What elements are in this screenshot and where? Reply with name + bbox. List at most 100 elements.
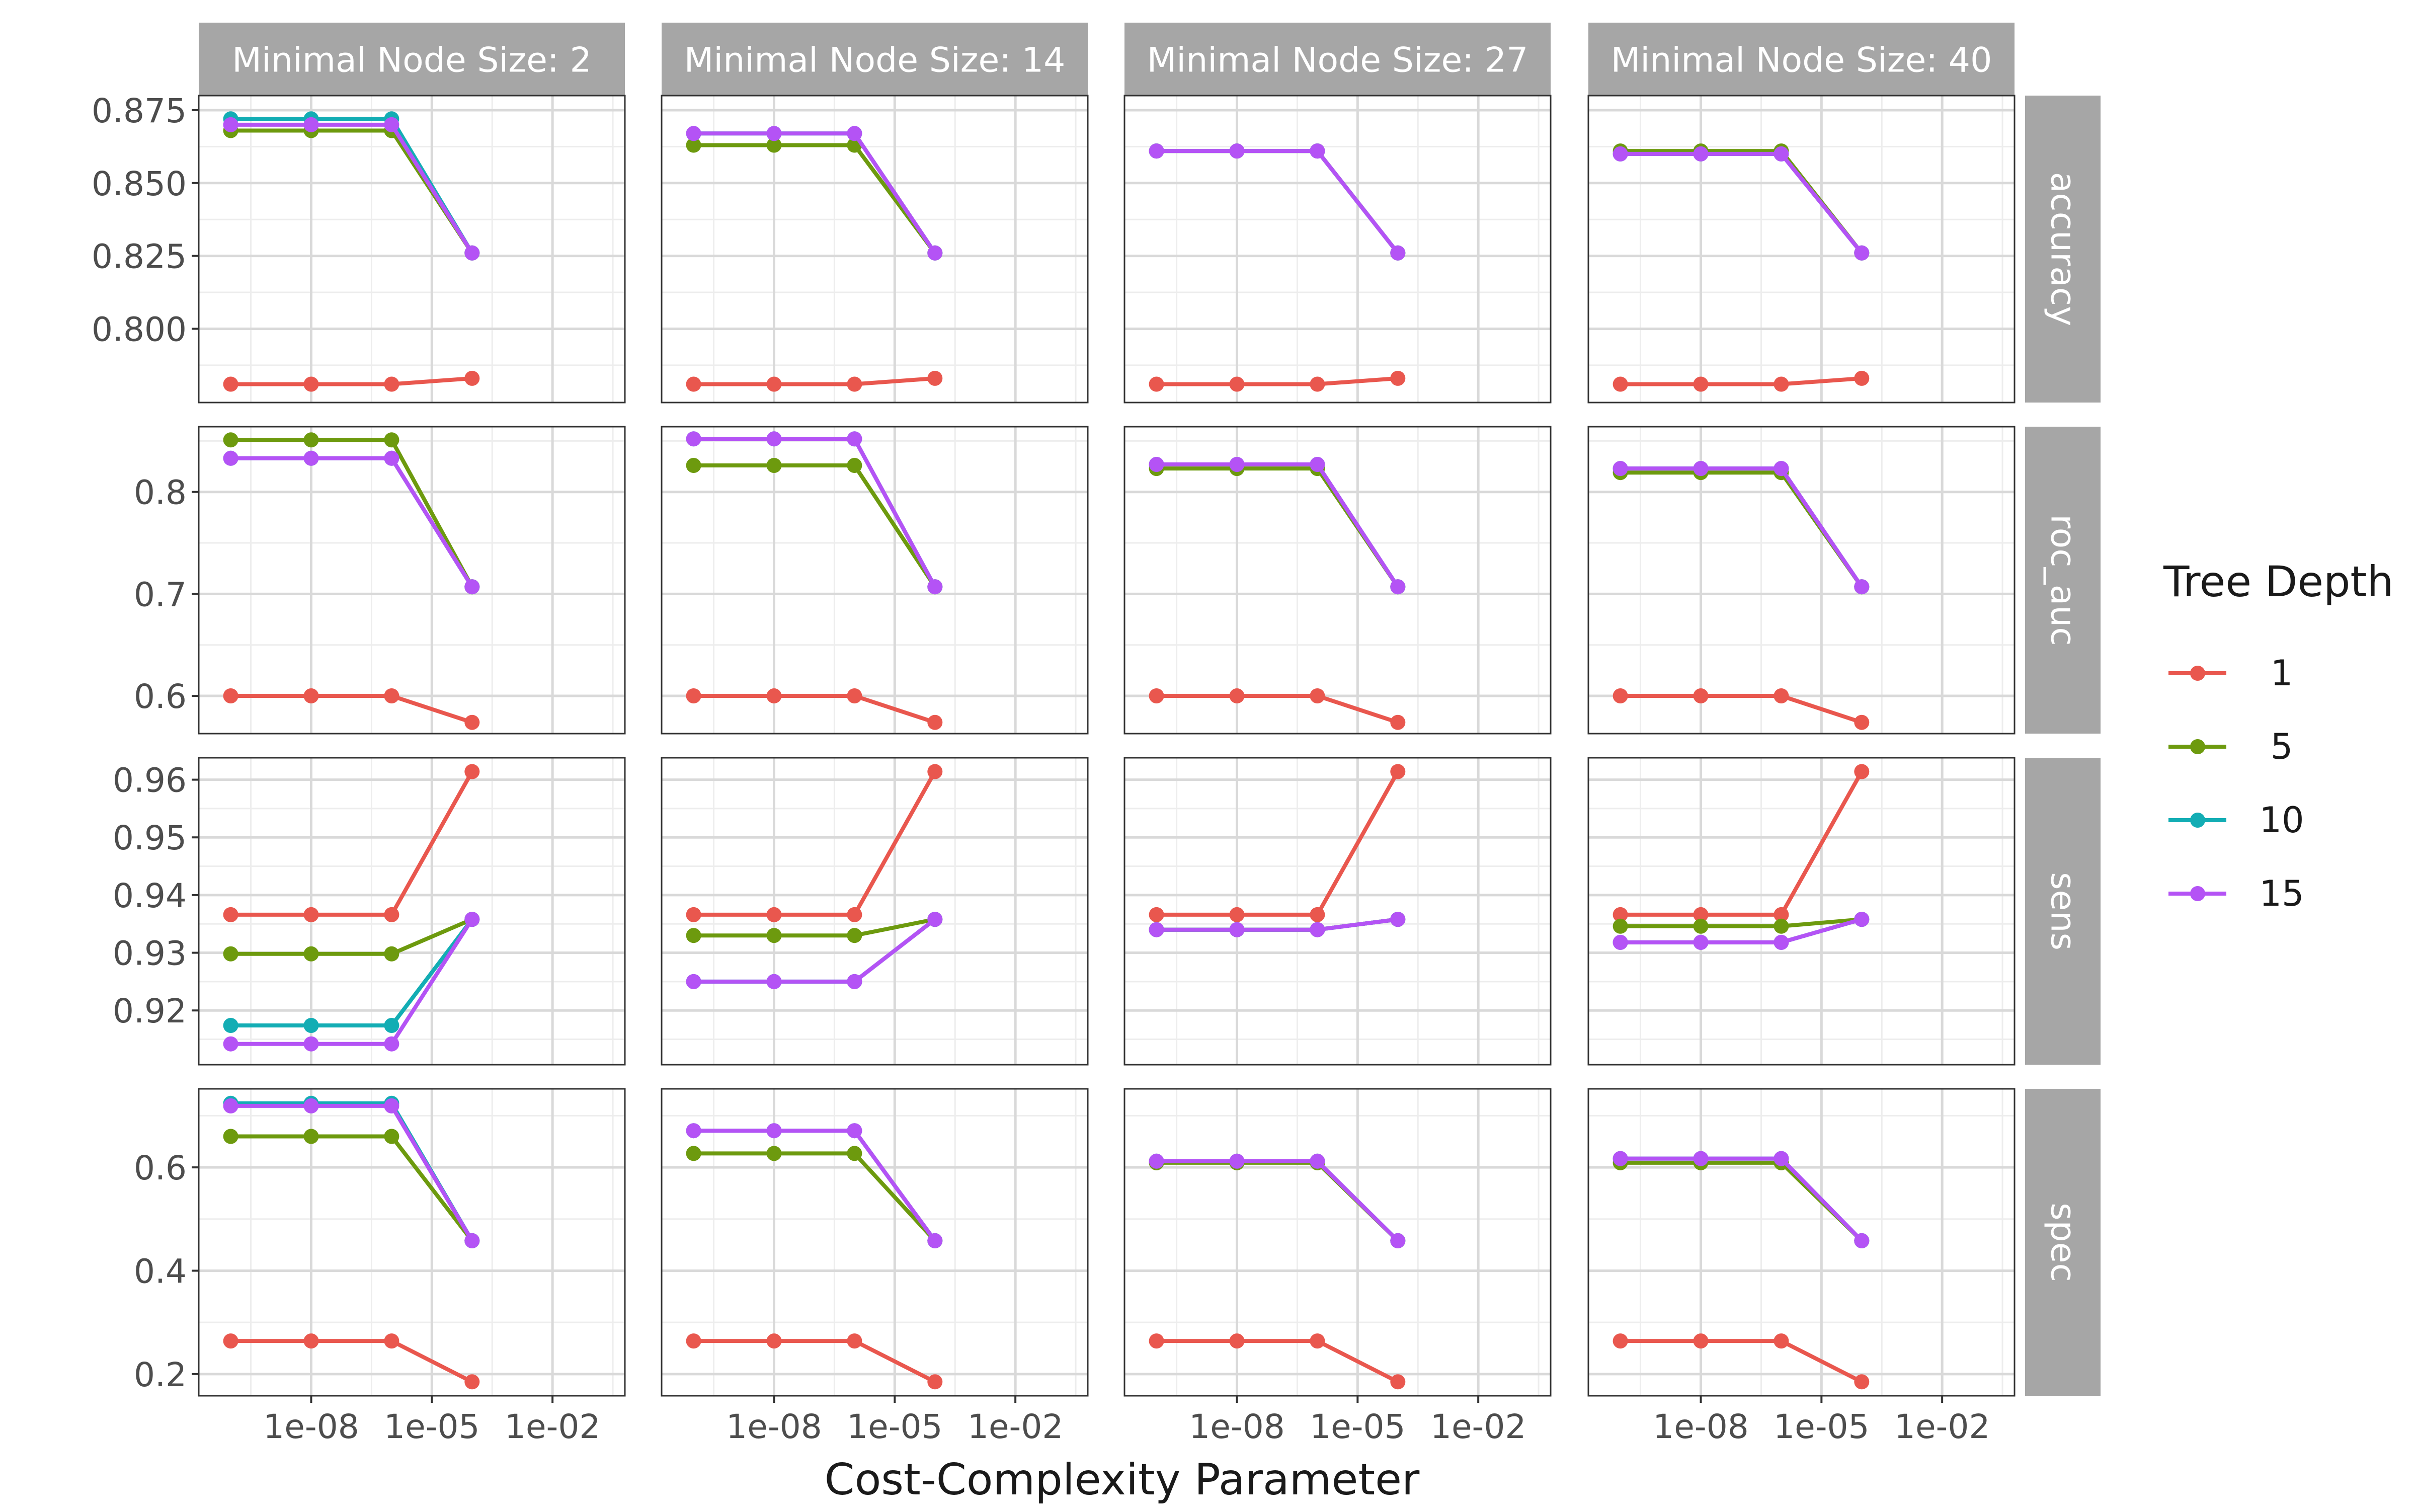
panel-sens-col-3 <box>1124 758 1551 1065</box>
data-point-depth-15 <box>1149 922 1164 937</box>
data-point-depth-5 <box>767 928 782 943</box>
data-point-depth-15 <box>1854 1233 1869 1248</box>
data-point-depth-1 <box>304 907 319 922</box>
data-point-depth-1 <box>464 715 479 730</box>
data-point-depth-1 <box>304 377 319 392</box>
data-point-depth-1 <box>1230 377 1245 392</box>
data-point-depth-1 <box>847 377 862 392</box>
data-point-depth-1 <box>1390 1374 1405 1389</box>
x-tick-label: 1e-08 <box>263 1407 359 1446</box>
legend-key-point <box>2190 813 2205 828</box>
legend-key-point <box>2190 739 2205 754</box>
facet-strip-row-label: spec <box>2043 1203 2083 1282</box>
data-point-depth-1 <box>223 1333 238 1348</box>
data-point-depth-15 <box>1230 457 1245 472</box>
data-point-depth-5 <box>686 928 701 943</box>
data-point-depth-1 <box>223 377 238 392</box>
data-point-depth-15 <box>384 1098 399 1113</box>
data-point-depth-15 <box>1694 461 1709 476</box>
data-point-depth-1 <box>1613 1333 1628 1348</box>
data-point-depth-1 <box>1613 688 1628 703</box>
panel-roc-auc-col-2 <box>662 427 1088 734</box>
data-point-depth-15 <box>1310 1154 1325 1169</box>
data-point-depth-5 <box>847 928 862 943</box>
legend-entry-label: 10 <box>2259 800 2304 841</box>
facet-strip-row-label: sens <box>2043 872 2083 950</box>
data-point-depth-1 <box>767 377 782 392</box>
data-point-depth-15 <box>847 974 862 989</box>
data-point-depth-5 <box>847 1146 862 1161</box>
data-point-depth-15 <box>304 451 319 466</box>
panel-background <box>1588 758 2015 1065</box>
data-point-depth-1 <box>464 371 479 386</box>
data-point-depth-1 <box>384 907 399 922</box>
data-point-depth-1 <box>1230 907 1245 922</box>
y-tick-label: 0.6 <box>134 677 187 716</box>
data-point-depth-1 <box>304 1333 319 1348</box>
x-tick-label: 1e-08 <box>1653 1407 1748 1446</box>
data-point-depth-15 <box>686 974 701 989</box>
x-tick-label: 1e-02 <box>1430 1407 1526 1446</box>
data-point-depth-15 <box>767 1123 782 1138</box>
data-point-depth-15 <box>1694 935 1709 950</box>
data-point-depth-1 <box>384 1333 399 1348</box>
y-tick-label: 0.92 <box>113 992 187 1030</box>
y-tick-label: 0.875 <box>92 92 187 130</box>
data-point-depth-15 <box>686 431 701 446</box>
data-point-depth-1 <box>223 688 238 703</box>
data-point-depth-1 <box>384 688 399 703</box>
data-point-depth-15 <box>1774 935 1789 950</box>
data-point-depth-15 <box>767 974 782 989</box>
data-point-depth-5 <box>304 946 319 962</box>
data-point-depth-15 <box>384 117 399 132</box>
data-point-depth-5 <box>223 1129 238 1144</box>
data-point-depth-15 <box>1390 1233 1405 1248</box>
data-point-depth-15 <box>1149 457 1164 472</box>
y-tick-label: 0.4 <box>134 1252 187 1291</box>
data-point-depth-15 <box>384 451 399 466</box>
data-point-depth-5 <box>384 432 399 447</box>
data-point-depth-1 <box>847 688 862 703</box>
y-tick-label: 0.94 <box>113 877 187 915</box>
data-point-depth-1 <box>1854 1374 1869 1389</box>
data-point-depth-15 <box>1149 1154 1164 1169</box>
y-tick-label: 0.800 <box>92 310 187 349</box>
facet-strip-column-label: Minimal Node Size: 2 <box>232 41 591 81</box>
data-point-depth-10 <box>304 1018 319 1033</box>
data-point-depth-1 <box>464 1374 479 1389</box>
data-point-depth-15 <box>686 1123 701 1138</box>
data-point-depth-15 <box>1390 579 1405 594</box>
data-point-depth-15 <box>927 1233 942 1248</box>
data-point-depth-15 <box>1230 143 1245 158</box>
data-point-depth-5 <box>1613 919 1628 934</box>
data-point-depth-1 <box>1149 377 1164 392</box>
data-point-depth-1 <box>927 764 942 779</box>
y-tick-label: 0.8 <box>134 473 187 512</box>
data-point-depth-15 <box>1854 579 1869 594</box>
data-point-depth-15 <box>927 912 942 927</box>
data-point-depth-1 <box>384 377 399 392</box>
legend-key-point <box>2190 666 2205 681</box>
data-point-depth-15 <box>686 126 701 141</box>
data-point-depth-15 <box>304 1037 319 1052</box>
data-point-depth-15 <box>1310 457 1325 472</box>
x-tick-label: 1e-05 <box>384 1407 479 1446</box>
data-point-depth-1 <box>847 1333 862 1348</box>
data-point-depth-1 <box>927 715 942 730</box>
data-point-depth-15 <box>1613 935 1628 950</box>
panel-spec-col-3 <box>1124 1089 1551 1396</box>
panel-accuracy-col-4 <box>1588 96 2015 403</box>
data-point-depth-5 <box>384 946 399 962</box>
data-point-depth-5 <box>223 432 238 447</box>
data-point-depth-5 <box>1694 919 1709 934</box>
data-point-depth-1 <box>767 1333 782 1348</box>
data-point-depth-1 <box>1390 764 1405 779</box>
x-tick-label: 1e-05 <box>847 1407 942 1446</box>
data-point-depth-15 <box>464 912 479 927</box>
data-point-depth-5 <box>384 1129 399 1144</box>
data-point-depth-15 <box>384 1037 399 1052</box>
panel-spec-col-4 <box>1588 1089 2015 1396</box>
data-point-depth-15 <box>927 246 942 261</box>
y-tick-label: 0.7 <box>134 575 187 614</box>
panel-spec-col-2 <box>662 1089 1088 1396</box>
